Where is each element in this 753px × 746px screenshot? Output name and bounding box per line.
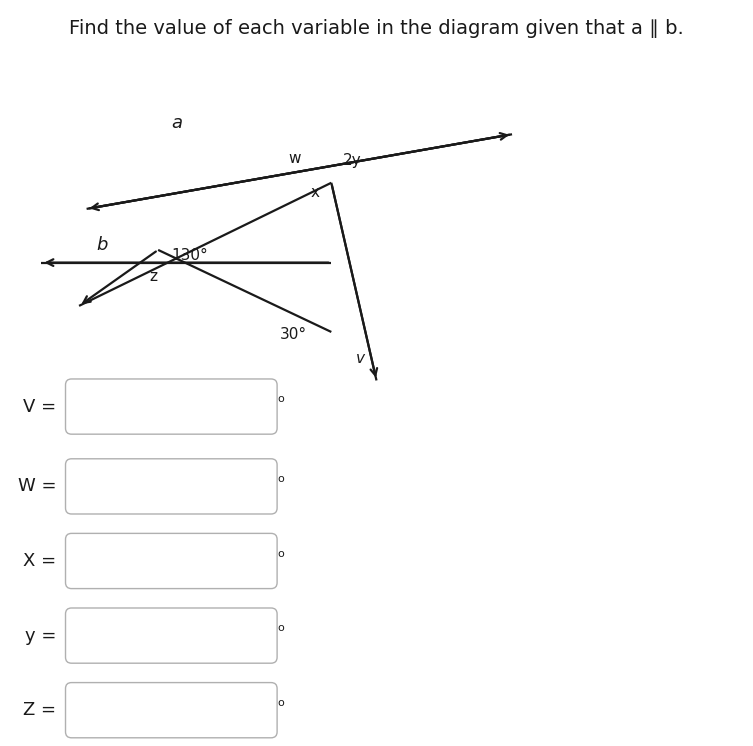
Text: o: o [277, 548, 284, 559]
Text: y =: y = [25, 627, 56, 645]
Text: 2y: 2y [343, 153, 361, 168]
Text: o: o [277, 474, 284, 484]
Text: o: o [277, 394, 284, 404]
FancyBboxPatch shape [66, 683, 277, 738]
Text: a: a [172, 114, 182, 132]
Text: V =: V = [23, 398, 56, 416]
FancyBboxPatch shape [66, 533, 277, 589]
Text: b: b [96, 236, 108, 254]
FancyBboxPatch shape [66, 459, 277, 514]
Text: v: v [355, 351, 364, 366]
Text: o: o [277, 623, 284, 633]
Text: o: o [277, 698, 284, 708]
FancyBboxPatch shape [66, 379, 277, 434]
Text: x: x [311, 185, 320, 200]
Text: 30°: 30° [280, 327, 307, 342]
Text: w: w [288, 151, 301, 166]
Text: X =: X = [23, 552, 56, 570]
FancyBboxPatch shape [66, 608, 277, 663]
Text: Find the value of each variable in the diagram given that a ∥ b.: Find the value of each variable in the d… [69, 19, 684, 37]
Text: z: z [149, 269, 157, 283]
Text: Z =: Z = [23, 701, 56, 719]
Text: 130°: 130° [172, 248, 209, 263]
Text: W =: W = [18, 477, 56, 495]
